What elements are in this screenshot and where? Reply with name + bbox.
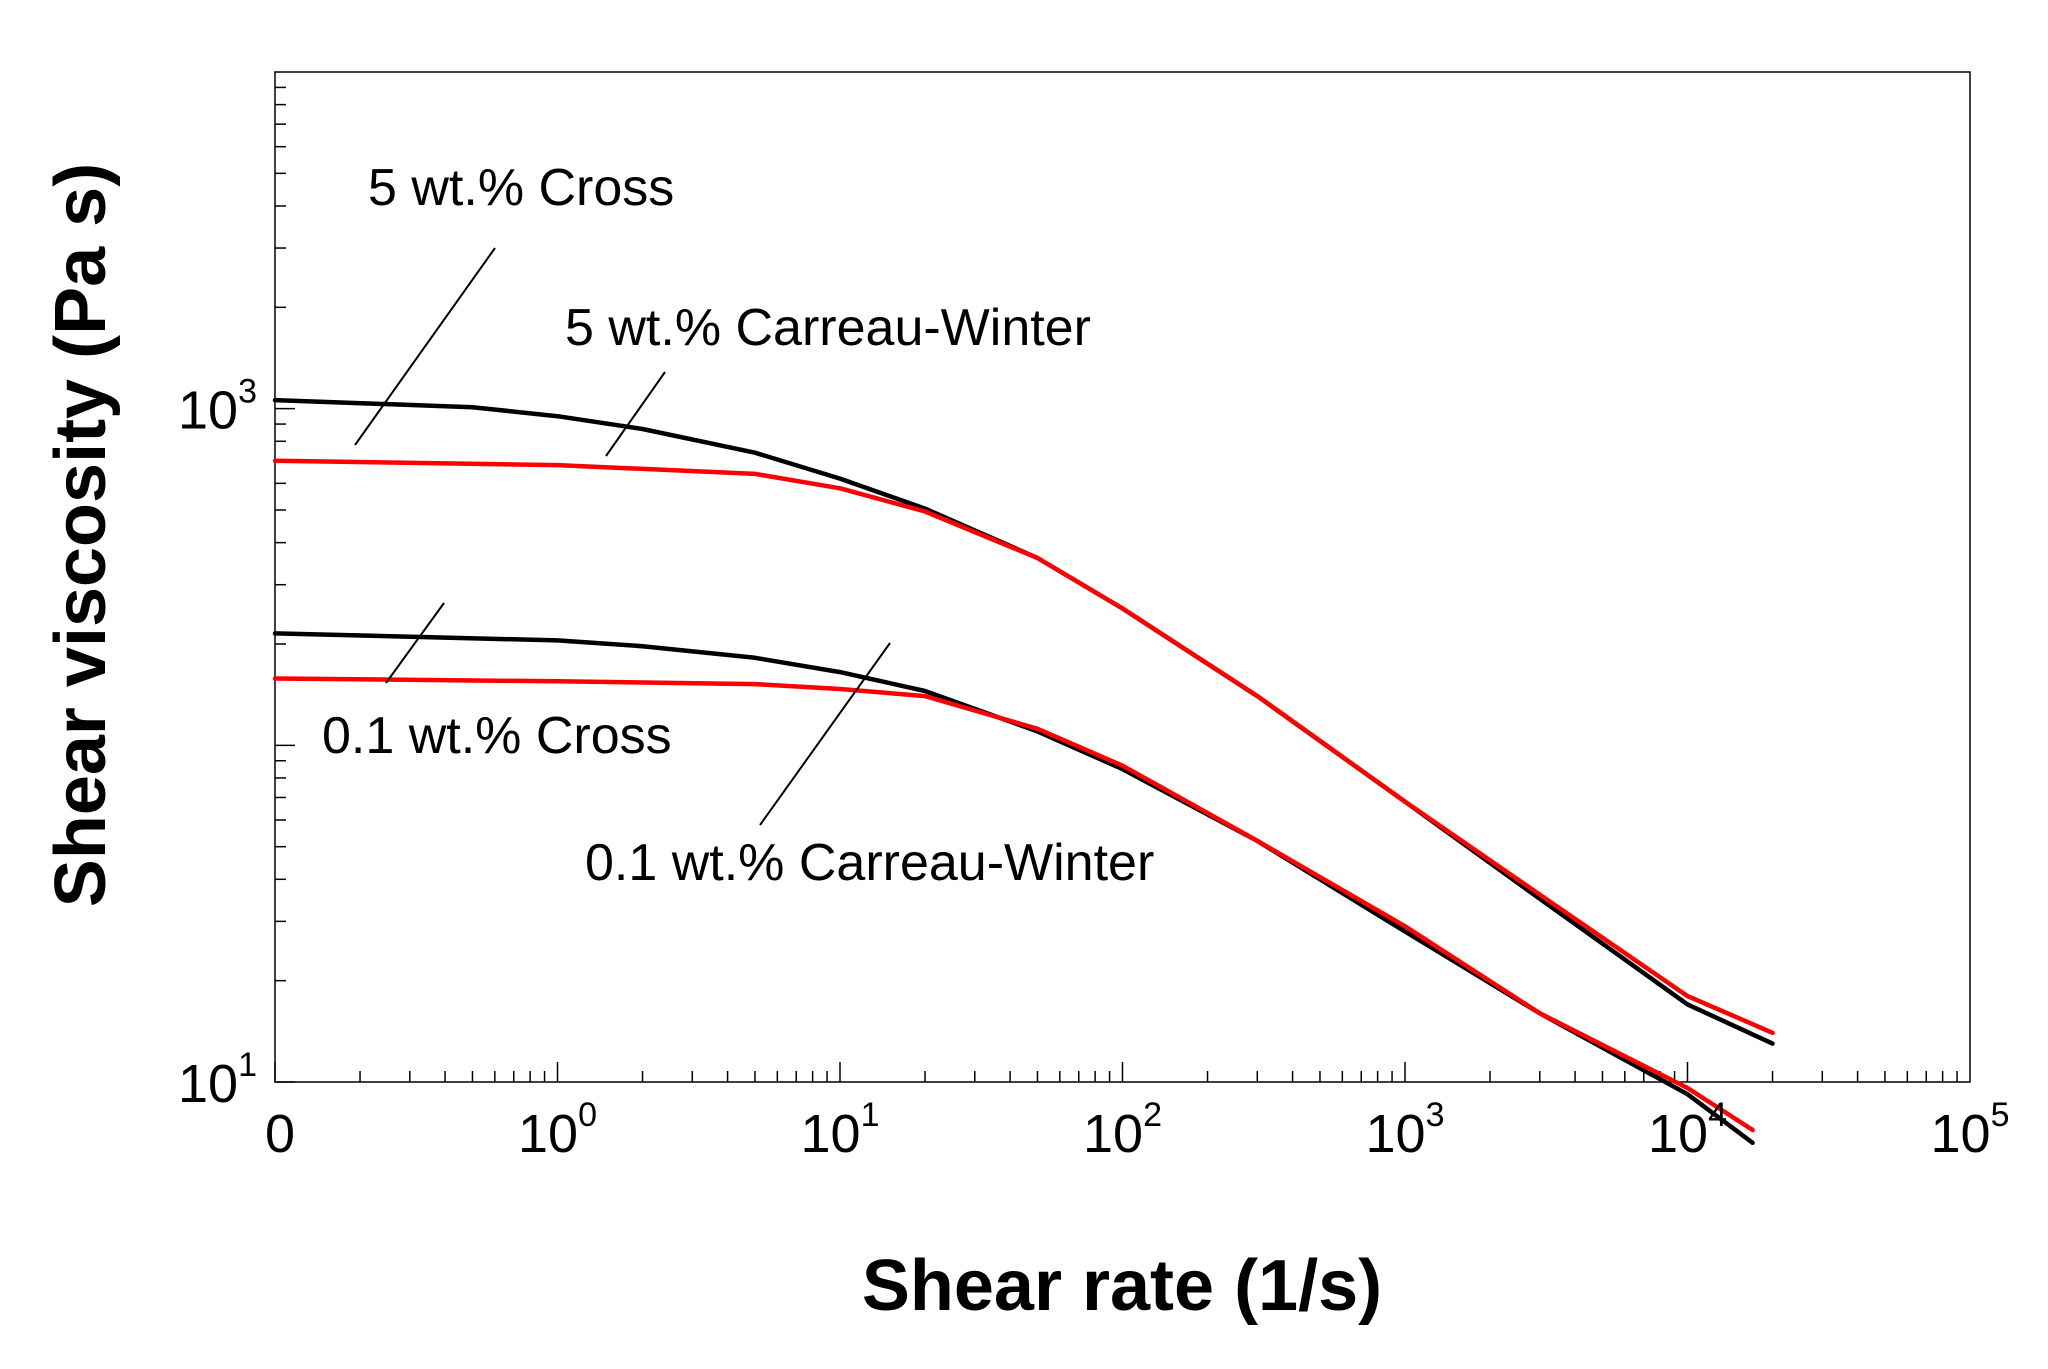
y-axis-title: Shear viscosity (Pa s) (41, 163, 121, 907)
series-line-0-1-wt-carreau-winter (272, 676, 1755, 1133)
annotation-leader-line (759, 642, 891, 826)
y-tick-label: 103 (178, 373, 257, 441)
annotation-label: 5 wt.% Carreau-Winter (565, 299, 1091, 357)
annotation-leader-line (354, 247, 496, 446)
series-layer (272, 397, 1775, 1146)
y-tick-label: 101 (178, 1046, 257, 1114)
annotation-label: 0.1 wt.% Carreau-Winter (585, 834, 1154, 892)
x-tick-exponent: 3 (1426, 1096, 1445, 1134)
x-tick-exponent: 1 (861, 1096, 880, 1134)
x-tick-exponent: 2 (1143, 1096, 1162, 1134)
ticks-layer (274, 86, 1958, 1083)
x-tick-label: 105 (1931, 1096, 2010, 1164)
x-tick-label: 103 (1366, 1096, 1445, 1164)
x-tick-label: 104 (1648, 1096, 1727, 1164)
annotation-layer: 5 wt.% Cross 5 wt.% Carreau-Winter 0.1 wt.… (322, 159, 1154, 892)
x-tick-label: 100 (518, 1096, 597, 1164)
x-tick-label: 0 (265, 1104, 295, 1164)
annotation-leader-line (385, 602, 445, 684)
y-tick-exponent: 1 (238, 1046, 257, 1084)
x-tick-exponent: 0 (578, 1096, 597, 1134)
annotation-label: 0.1 wt.% Cross (322, 707, 672, 765)
y-tick-exponent: 3 (238, 373, 257, 411)
x-axis-title: Shear rate (1/s) (862, 1246, 1382, 1326)
annotation-label: 5 wt.% Cross (368, 159, 674, 217)
x-tick-label: 102 (1083, 1096, 1162, 1164)
series-line-5-wt-carreau-winter (272, 458, 1775, 1036)
x-tick-exponent: 4 (1708, 1096, 1727, 1134)
x-tick-exponent: 5 (1991, 1096, 2010, 1134)
x-tick-label: 101 (801, 1096, 880, 1164)
plot-frame (274, 71, 1971, 1083)
annotation-leader-line (605, 371, 666, 457)
